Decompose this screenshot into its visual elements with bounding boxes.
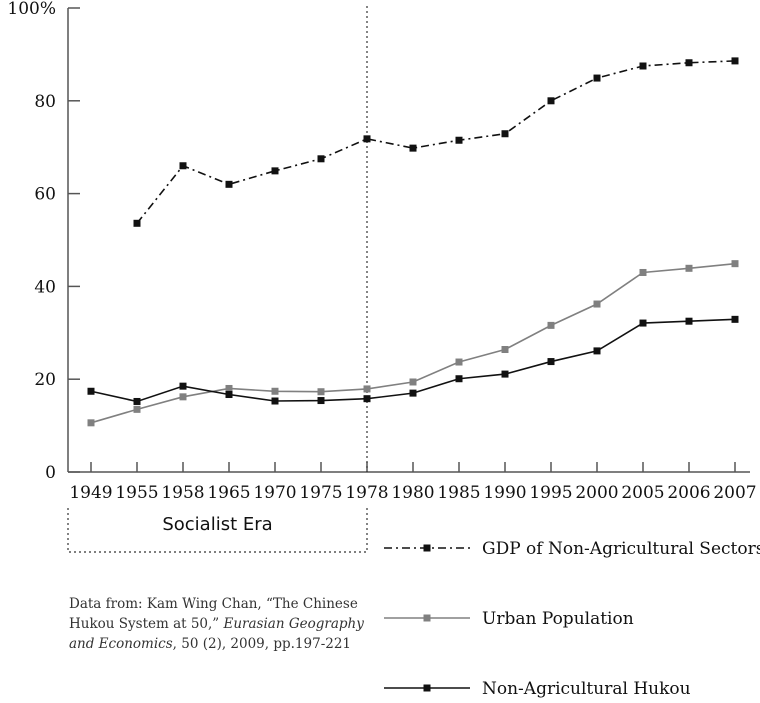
data-point (455, 358, 463, 366)
source-note-line2a: Hukou System at 50,” (69, 616, 224, 632)
legend-marker (423, 684, 431, 692)
data-point (593, 300, 601, 308)
x-tick-label: 2005 (621, 483, 664, 503)
data-point (501, 130, 509, 138)
data-point (225, 384, 233, 392)
y-tick-label: 20 (34, 370, 56, 390)
source-note-line1: Data from: Kam Wing Chan, “The Chinese (69, 596, 358, 612)
data-point (87, 419, 95, 427)
era-bracket: Socialist Era (67, 508, 368, 553)
y-tick-label: 80 (34, 92, 56, 112)
data-point (409, 389, 417, 397)
x-tick-label: 2000 (575, 483, 618, 503)
legend: GDP of Non-Agricultural Sectors Urban Pop… (384, 539, 760, 699)
source-note-line2b: Eurasian Geography (223, 616, 365, 632)
x-tick-label: 2007 (713, 483, 756, 503)
series-urban-population (87, 260, 739, 427)
data-point (317, 388, 325, 396)
x-tick-labels: 1949 1955 1958 1965 1970 1975 1978 1980 1985 1990… (69, 462, 757, 503)
legend-label: Non-Agricultural Hukou (482, 679, 691, 698)
data-point (179, 393, 187, 401)
data-point (363, 395, 371, 403)
data-point (363, 385, 371, 393)
y-tick-label: 100% (7, 0, 56, 19)
x-tick-label: 1978 (345, 483, 388, 503)
data-point (179, 162, 187, 170)
data-point (225, 391, 233, 399)
source-note: Data from: Kam Wing Chan, “The Chinese H… (69, 596, 368, 652)
data-point (409, 144, 417, 152)
x-tick-label: 1995 (529, 483, 572, 503)
series-line (90, 262, 736, 424)
data-point (685, 317, 693, 325)
data-point (133, 405, 141, 413)
data-point (271, 387, 279, 395)
legend-marker (423, 614, 431, 622)
data-point (317, 155, 325, 163)
x-tick-label: 1955 (115, 483, 158, 503)
era-label: Socialist Era (162, 514, 272, 535)
source-note-line3a: and Economics (69, 636, 173, 652)
y-tick-labels: 0 20 40 60 80 100% (7, 0, 80, 483)
data-point (639, 62, 647, 70)
data-point (547, 321, 555, 329)
legend-label: Urban Population (482, 609, 634, 629)
data-point (731, 260, 739, 268)
legend-label: GDP of Non-Agricultural Sectors (482, 539, 760, 559)
data-point (133, 219, 141, 227)
series-layer (87, 57, 739, 427)
series-line (136, 60, 736, 224)
data-point (87, 387, 95, 395)
data-point (731, 315, 739, 323)
data-point (501, 346, 509, 354)
data-point (317, 397, 325, 405)
series-non-agricultural-hukou (87, 315, 739, 405)
x-tick-label: 1975 (299, 483, 342, 503)
x-tick-label: 1985 (437, 483, 480, 503)
source-note-line3b: , 50 (2), 2009, pp.197-221 (173, 636, 351, 652)
data-point (501, 370, 509, 378)
data-point (547, 358, 555, 366)
y-tick-label: 60 (34, 185, 56, 205)
data-point (639, 268, 647, 276)
series-line (90, 318, 736, 403)
data-point (409, 378, 417, 386)
data-point (593, 347, 601, 355)
x-tick-label: 1990 (483, 483, 526, 503)
data-point (179, 382, 187, 390)
legend-marker (423, 544, 431, 552)
data-point (455, 375, 463, 383)
data-point (639, 319, 647, 327)
data-point (685, 264, 693, 272)
data-point (133, 397, 141, 405)
x-tick-label: 1965 (207, 483, 250, 503)
y-tick-label: 40 (34, 277, 56, 297)
legend-item: Non-Agricultural Hukou (384, 679, 691, 699)
data-point (685, 59, 693, 67)
data-point (271, 167, 279, 175)
data-point (731, 57, 739, 65)
series-gdp-of-non-agricultural-sectors (133, 57, 739, 227)
x-tick-label: 2006 (667, 483, 710, 503)
x-tick-label: 1949 (69, 483, 112, 503)
era-bracket-box (67, 508, 368, 553)
x-tick-label: 1958 (161, 483, 204, 503)
data-point (455, 136, 463, 144)
x-tick-label: 1980 (391, 483, 434, 503)
data-point (363, 135, 371, 143)
y-tick-label: 0 (45, 463, 56, 483)
data-point (593, 74, 601, 82)
legend-item: GDP of Non-Agricultural Sectors (384, 539, 760, 559)
data-point (547, 97, 555, 105)
x-tick-label: 1970 (253, 483, 296, 503)
data-point (271, 397, 279, 405)
data-point (225, 180, 233, 188)
legend-item: Urban Population (384, 609, 634, 629)
